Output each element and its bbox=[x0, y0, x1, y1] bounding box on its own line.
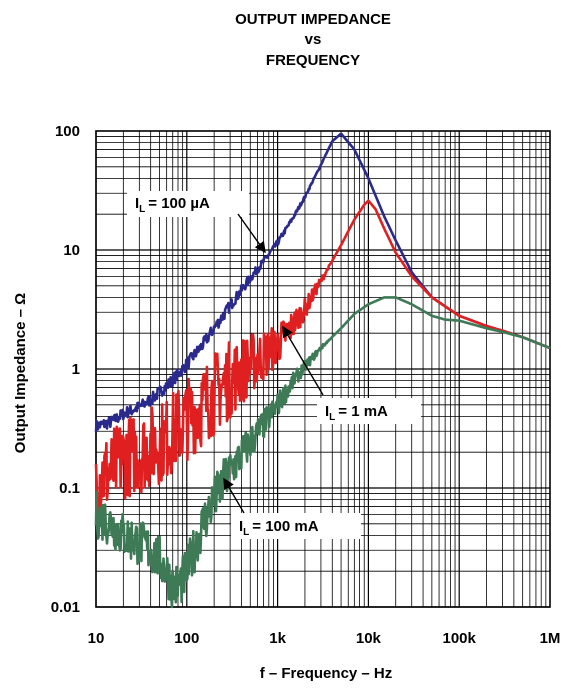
annotations: IL = 100 µA IL = 1 mA IL = 100 mA bbox=[127, 191, 421, 539]
chart-title-line-1: OUTPUT IMPEDANCE bbox=[235, 11, 391, 28]
x-axis-label: f – Frequency – Hz bbox=[260, 665, 393, 682]
annotation-1mA-label: IL = 1 mA bbox=[325, 403, 388, 423]
annotation-100uA-arrow bbox=[237, 213, 266, 254]
x-tick-label: 10 bbox=[88, 630, 105, 647]
x-tick-label: 1k bbox=[269, 630, 286, 647]
y-tick-label: 0.1 bbox=[59, 480, 80, 497]
x-tick-label: 100 bbox=[174, 630, 199, 647]
x-tick-label: 100k bbox=[443, 630, 477, 647]
annotation-1mA-arrow bbox=[282, 325, 324, 396]
x-tick-label: 1M bbox=[540, 630, 561, 647]
series-100mA bbox=[94, 296, 551, 609]
y-axis-label: Output Impedance – Ω bbox=[12, 293, 29, 453]
annotation-100uA-label: IL = 100 µA bbox=[135, 195, 210, 215]
chart-title-line-2: vs bbox=[305, 31, 322, 48]
y-tick-label: 1 bbox=[72, 361, 80, 378]
annotation-100uA-background bbox=[127, 191, 249, 217]
annotation-100mA-label: IL = 100 mA bbox=[239, 518, 319, 538]
y-tick-label: 10 bbox=[63, 242, 80, 259]
series-1mA bbox=[94, 199, 551, 521]
tick-labels: 10 100 1k 10k 100k 1M 0.01 0.1 1 10 100 bbox=[51, 123, 561, 647]
x-tick-label: 10k bbox=[356, 630, 382, 647]
series-group bbox=[94, 132, 551, 609]
y-tick-label: 100 bbox=[55, 123, 80, 140]
chart-title-line-3: FREQUENCY bbox=[266, 52, 360, 69]
y-tick-label: 0.01 bbox=[51, 599, 80, 616]
annotation-1mA-background bbox=[317, 398, 421, 424]
plot-frame bbox=[95, 130, 551, 608]
annotation-100mA-background bbox=[231, 513, 361, 539]
annotation-100mA-arrow bbox=[223, 477, 245, 514]
